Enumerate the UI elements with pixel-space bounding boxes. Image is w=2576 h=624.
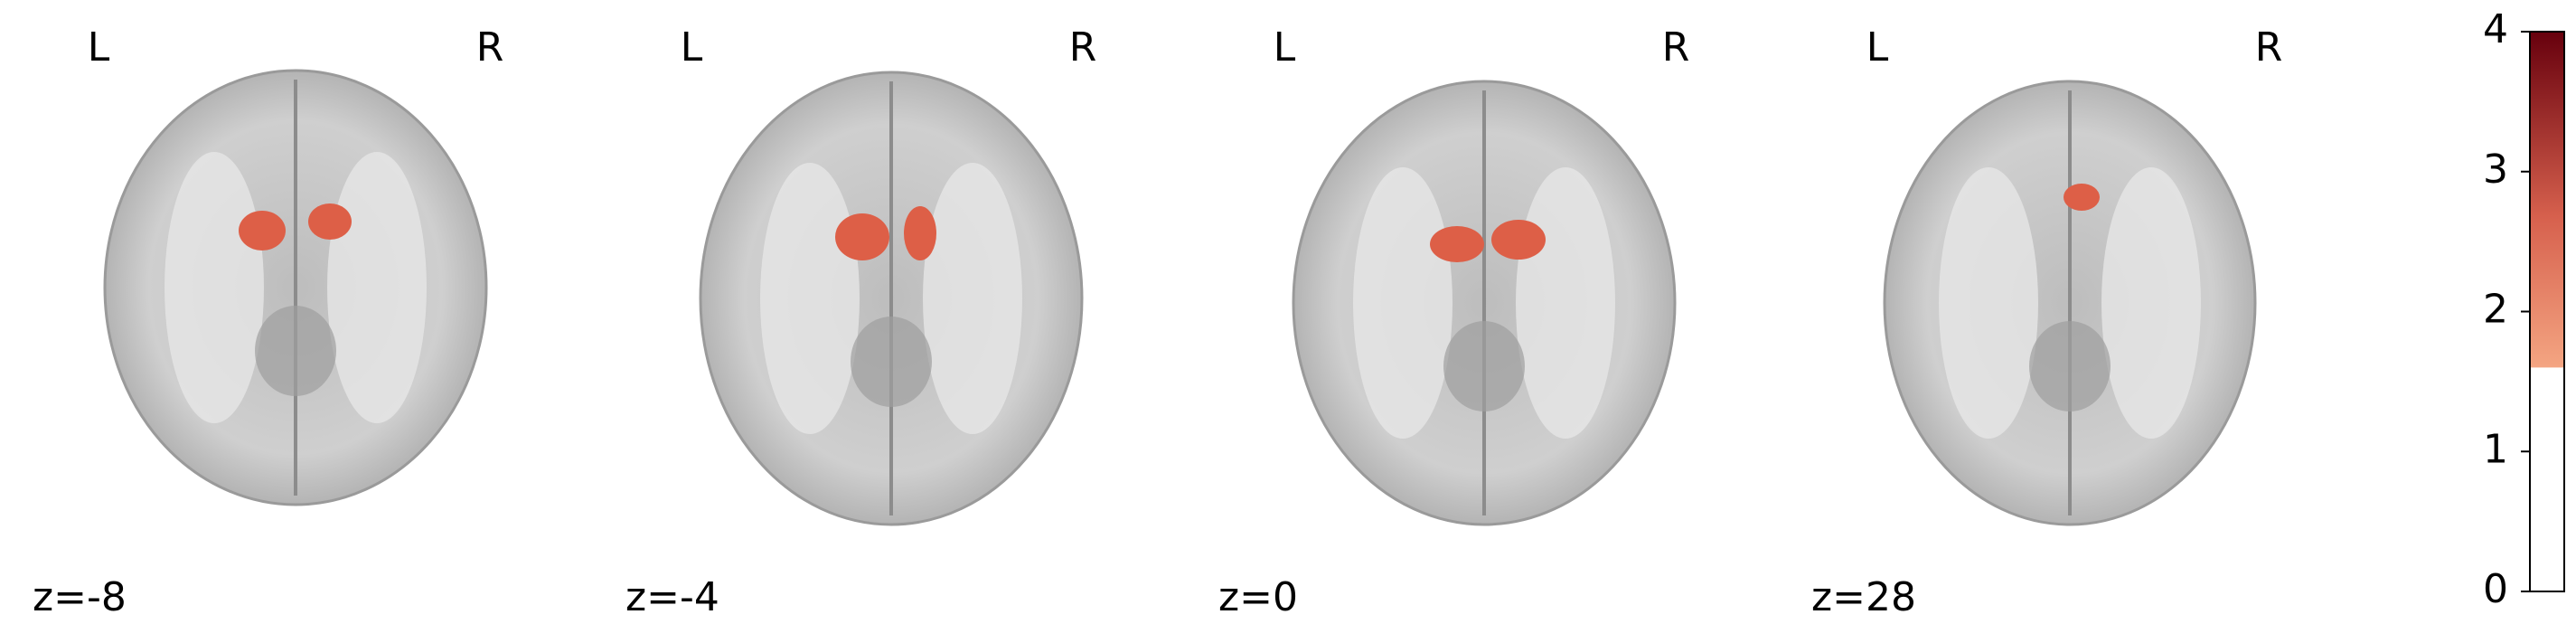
white-matter bbox=[760, 163, 860, 434]
left-label: L bbox=[1274, 24, 1296, 71]
ventricle bbox=[1443, 321, 1525, 411]
left-label: L bbox=[88, 24, 110, 71]
activation bbox=[2064, 184, 2100, 211]
slice-panel: L Rz=-8 bbox=[33, 24, 503, 620]
white-matter bbox=[1516, 167, 1615, 439]
ventricle bbox=[255, 306, 336, 396]
activation bbox=[308, 203, 352, 240]
slice-label: z=0 bbox=[1218, 574, 1298, 620]
slice-label: z=-4 bbox=[625, 574, 719, 620]
white-matter bbox=[327, 152, 427, 423]
white-matter bbox=[1939, 167, 2038, 439]
slice-panel: L Rz=-4 bbox=[625, 24, 1096, 620]
right-label: R bbox=[1662, 24, 1690, 71]
white-matter bbox=[923, 163, 1022, 434]
right-label: R bbox=[1069, 24, 1097, 71]
left-label: L bbox=[1866, 24, 1889, 71]
activation bbox=[835, 213, 889, 260]
slice-panel: L Rz=28 bbox=[1811, 24, 2282, 620]
activation bbox=[904, 206, 936, 260]
ventricle bbox=[2029, 321, 2111, 411]
colorbar-below-threshold bbox=[2530, 367, 2564, 591]
ventricle bbox=[851, 317, 932, 407]
colorbar-tick-label: 4 bbox=[2483, 6, 2508, 52]
colorbar-tick-label: 2 bbox=[2483, 287, 2508, 333]
white-matter bbox=[2101, 167, 2201, 439]
colorbar-gradient bbox=[2530, 32, 2564, 368]
colorbar-tick-label: 1 bbox=[2483, 426, 2508, 472]
slice-label: z=28 bbox=[1811, 574, 1916, 620]
activation bbox=[1491, 220, 1546, 260]
slice-panel: L Rz=0 bbox=[1218, 24, 1689, 620]
right-label: R bbox=[2255, 24, 2283, 71]
white-matter bbox=[165, 152, 264, 423]
slice-label: z=-8 bbox=[33, 574, 127, 620]
activation bbox=[1430, 226, 1484, 262]
colorbar-tick-label: 3 bbox=[2483, 147, 2508, 193]
right-label: R bbox=[476, 24, 504, 71]
left-label: L bbox=[681, 24, 703, 71]
colorbar-tick-label: 0 bbox=[2483, 566, 2508, 612]
activation bbox=[239, 211, 286, 251]
white-matter bbox=[1353, 167, 1453, 439]
